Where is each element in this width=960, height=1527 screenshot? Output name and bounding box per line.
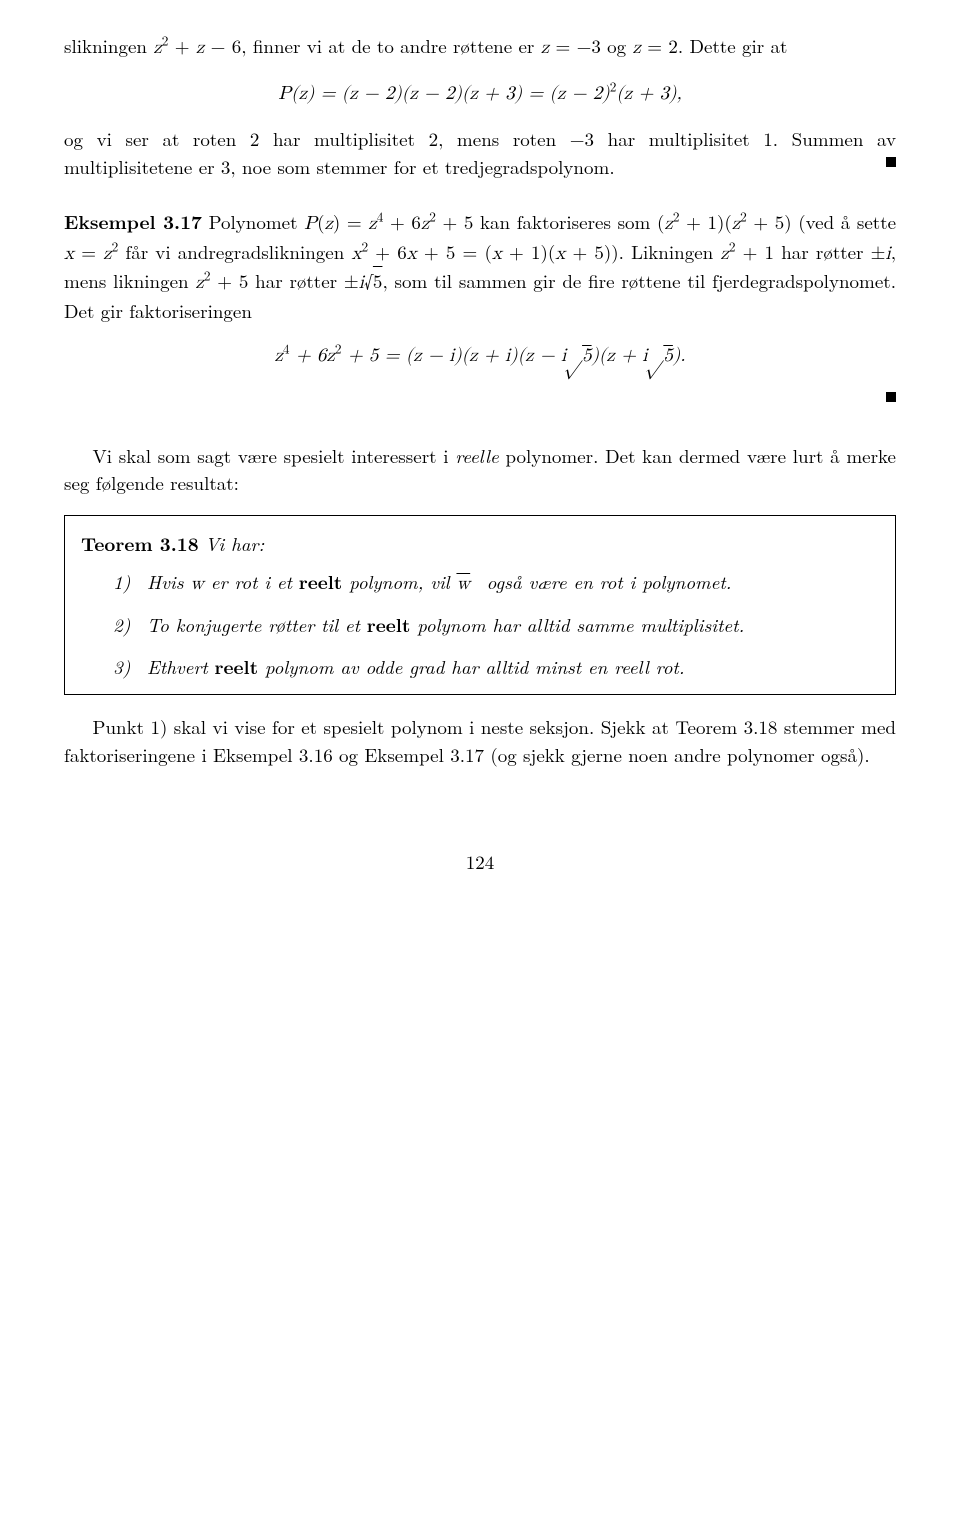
paragraph-2: og vi ser at roten 2 har multiplisitet 2… <box>64 125 896 180</box>
equation-2: z4 + 6z2 + 5 = (z − i)(z + i)(z − i√5)(z… <box>64 342 896 370</box>
theorem-3-18-box: Teorem 3.18 Vi har: 1) Hvis w er rot i e… <box>64 515 896 695</box>
theorem-head: Teorem 3.18 Vi har: <box>81 530 879 558</box>
theorem-lead: Vi har: <box>205 530 264 557</box>
paragraph-2-text: og vi ser at roten 2 har multiplisitet 2… <box>64 125 896 180</box>
qed-line-2 <box>64 388 896 402</box>
example-label: Eksempel 3.17 <box>64 207 202 235</box>
qed-marker <box>886 157 896 167</box>
theorem-item-2: 2) To konjugerte røtter til et reelt pol… <box>109 611 879 639</box>
theorem-item-1: 1) Hvis w er rot i et reelt polynom, vil… <box>109 568 879 598</box>
theorem-item-3: 3) Ethvert reelt polynom av odde grad ha… <box>109 653 879 681</box>
paragraph-4: Punkt 1) skal vi vise for et spesielt po… <box>64 713 896 768</box>
page-number: 124 <box>64 848 896 876</box>
example-3-17: Eksempel 3.17 Polynomet P(z) = z4 + 6z2 … <box>64 208 896 324</box>
qed-marker-2 <box>886 392 896 402</box>
paragraph-1: slikningen z2 + z − 6, finner vi at de t… <box>64 32 896 62</box>
theorem-list: 1) Hvis w er rot i et reelt polynom, vil… <box>81 568 879 681</box>
equation-1: P(z) = (z − 2)(z − 2)(z + 3) = (z − 2)2(… <box>64 80 896 108</box>
theorem-label: Teorem 3.18 <box>81 529 199 557</box>
paragraph-3: Vi skal som sagt være spesielt interesse… <box>64 442 896 497</box>
